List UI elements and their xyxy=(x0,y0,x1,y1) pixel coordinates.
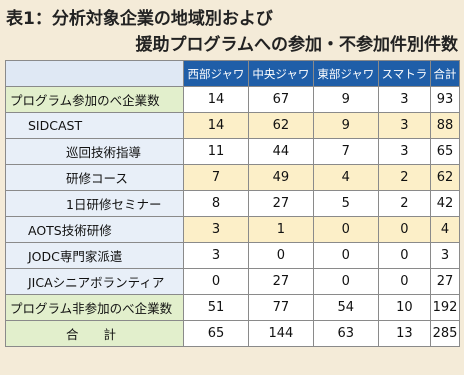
table-row: 1日研修セミナー 8 27 5 2 42 xyxy=(5,190,460,217)
cell: 27 xyxy=(430,268,460,295)
cell: 65 xyxy=(430,138,460,165)
title: 援助プログラムへの参加・不参加件別件数 xyxy=(135,35,459,55)
cell: 44 xyxy=(247,138,314,165)
table-row: SIDCAST 14 62 9 3 88 xyxy=(5,112,460,139)
table-row: プログラム参加のべ企業数 14 67 9 3 93 xyxy=(5,86,460,113)
header-cell xyxy=(5,60,184,87)
cell: 27 xyxy=(247,268,314,295)
row-label: SIDCAST xyxy=(5,112,184,139)
row-label: 1日研修セミナー xyxy=(5,190,184,217)
cell: 3 xyxy=(377,112,432,139)
table-row: JODC専門家派遣 3 0 0 0 3 xyxy=(5,242,460,269)
cell: 0 xyxy=(183,268,249,295)
header-cell: 合計 xyxy=(430,60,460,87)
cell: 0 xyxy=(312,216,379,243)
cell: 8 xyxy=(183,190,249,217)
cell: 7 xyxy=(312,138,379,165)
cell: 67 xyxy=(247,86,314,113)
header-cell: 東部ジャワ xyxy=(312,60,379,87)
cell: 9 xyxy=(312,86,379,113)
cell: 9 xyxy=(312,112,379,139)
row-label: 巡回技術指導 xyxy=(5,138,184,165)
cell: 2 xyxy=(377,164,432,191)
cell: 3 xyxy=(183,216,249,243)
cell: 3 xyxy=(430,242,460,269)
cell: 11 xyxy=(183,138,249,165)
cell: 49 xyxy=(247,164,314,191)
row-label: 合 計 xyxy=(5,320,184,347)
cell: 0 xyxy=(312,268,379,295)
row-label: プログラム参加のべ企業数 xyxy=(5,86,184,113)
table-row: 研修コース 7 49 4 2 62 xyxy=(5,164,460,191)
cell: 3 xyxy=(183,242,249,269)
cell: 63 xyxy=(312,320,379,347)
row-label: プログラム非参加のべ企業数 xyxy=(5,294,184,321)
table-row: 巡回技術指導 11 44 7 3 65 xyxy=(5,138,460,165)
cell: 54 xyxy=(312,294,379,321)
cell: 1 xyxy=(247,216,314,243)
table-row: プログラム非参加のべ企業数 51 77 54 10 192 xyxy=(5,294,460,321)
cell: 42 xyxy=(430,190,460,217)
row-label: AOTS技術研修 xyxy=(5,216,184,243)
cell: 144 xyxy=(247,320,314,347)
cell: 4 xyxy=(430,216,460,243)
header-row: 西部ジャワ 中央ジャワ 東部ジャワ スマトラ 合計 xyxy=(5,60,460,87)
row-label: JODC専門家派遣 xyxy=(5,242,184,269)
cell: 88 xyxy=(430,112,460,139)
cell: 285 xyxy=(430,320,460,347)
cell: 62 xyxy=(430,164,460,191)
cell: 0 xyxy=(377,216,432,243)
cell: 3 xyxy=(377,138,432,165)
cell: 14 xyxy=(183,112,249,139)
table-row: JICAシニアボランティア 0 27 0 0 27 xyxy=(5,268,460,295)
header-cell: 中央ジャワ xyxy=(247,60,314,87)
header-cell: スマトラ xyxy=(377,60,432,87)
title: 表1：分析対象企業の地域別および xyxy=(6,9,273,29)
cell: 27 xyxy=(247,190,314,217)
cell: 0 xyxy=(377,268,432,295)
cell: 0 xyxy=(247,242,314,269)
cell: 10 xyxy=(377,294,432,321)
table-row: AOTS技術研修 3 1 0 0 4 xyxy=(5,216,460,243)
cell: 14 xyxy=(183,86,249,113)
cell: 4 xyxy=(312,164,379,191)
cell: 5 xyxy=(312,190,379,217)
cell: 93 xyxy=(430,86,460,113)
cell: 0 xyxy=(377,242,432,269)
row-label: 研修コース xyxy=(5,164,184,191)
cell: 3 xyxy=(377,86,432,113)
cell: 7 xyxy=(183,164,249,191)
header-cell: 西部ジャワ xyxy=(183,60,249,87)
cell: 192 xyxy=(430,294,460,321)
cell: 2 xyxy=(377,190,432,217)
cell: 0 xyxy=(312,242,379,269)
table-row: 合 計 65 144 63 13 285 xyxy=(5,320,460,347)
cell: 13 xyxy=(377,320,432,347)
cell: 77 xyxy=(247,294,314,321)
table: 西部ジャワ 中央ジャワ 東部ジャワ スマトラ 合計 プログラム参加のべ企業数 14 67 9 3… xyxy=(5,60,460,347)
cell: 62 xyxy=(247,112,314,139)
row-label: JICAシニアボランティア xyxy=(5,268,184,295)
cell: 51 xyxy=(183,294,249,321)
cell: 65 xyxy=(183,320,249,347)
